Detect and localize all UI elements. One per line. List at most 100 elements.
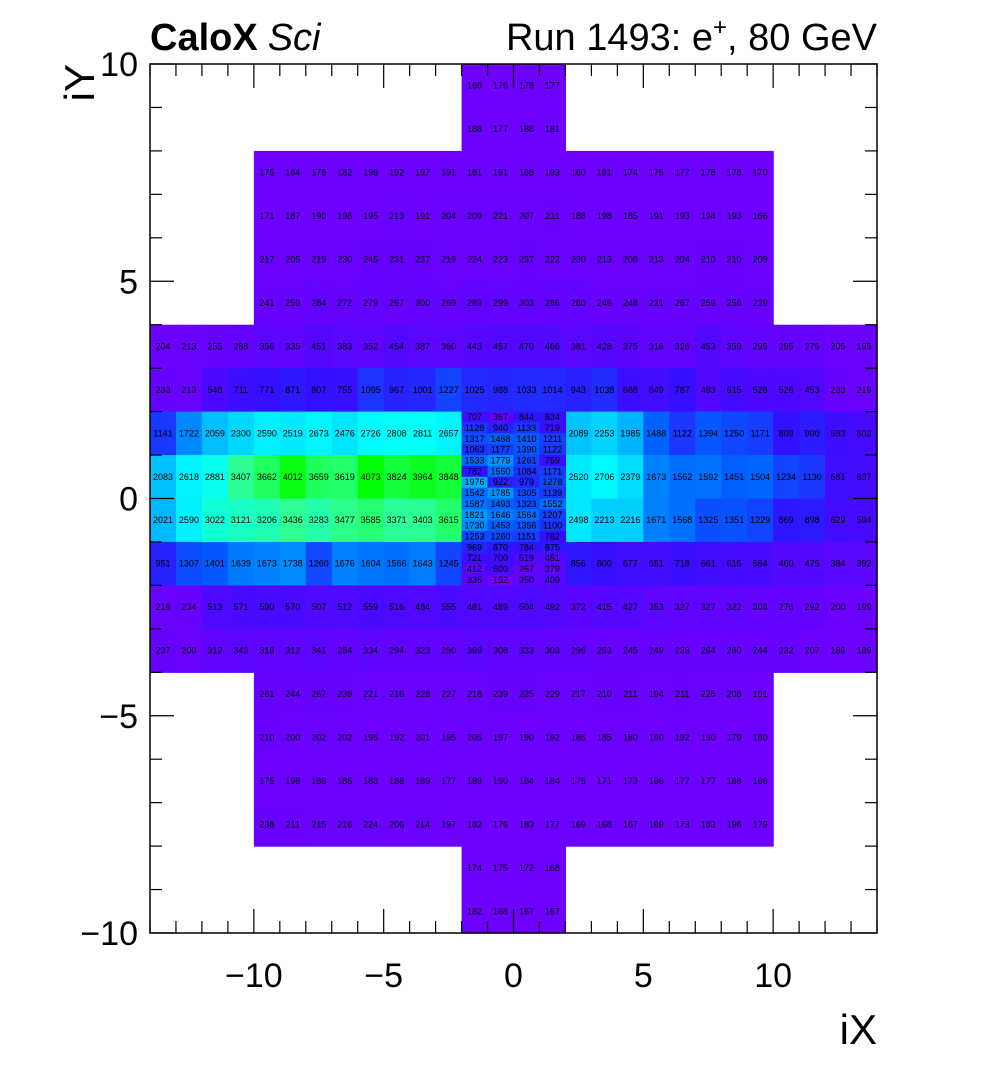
heatmap-cell <box>279 237 307 282</box>
heatmap-cell <box>591 324 618 369</box>
heatmap-cell <box>461 552 489 565</box>
cell-value-label: 1100 <box>543 521 562 531</box>
cell-value-label: 186 <box>337 776 352 786</box>
cell-value-label: 2379 <box>620 472 640 482</box>
heatmap-cell <box>461 444 489 456</box>
heatmap-cell <box>461 715 489 760</box>
cell-value-label: 323 <box>415 646 430 656</box>
cell-value-label: 1552 <box>542 499 562 509</box>
heatmap-cell <box>357 628 385 673</box>
cell-value-label: 600 <box>493 564 508 574</box>
cell-value-label: 900 <box>805 428 820 438</box>
heatmap-cell <box>305 237 333 282</box>
heatmap-cell <box>253 541 281 586</box>
heatmap-cell <box>305 498 333 543</box>
cell-value-label: 168 <box>493 906 508 916</box>
heatmap-cell <box>409 715 437 760</box>
cell-value-label: 191 <box>441 168 456 178</box>
heatmap-cell <box>643 672 670 717</box>
cell-value-label: 1356 <box>516 521 536 531</box>
cell-value-label: 1253 <box>465 532 485 542</box>
cell-value-label: 809 <box>779 428 794 438</box>
run-info-label: Run 1493: e+, 80 GeV <box>506 14 878 59</box>
heatmap-cell <box>383 585 411 630</box>
heatmap-cell <box>539 889 567 934</box>
heatmap-cell <box>383 194 411 239</box>
cell-value-label: 183 <box>701 819 716 829</box>
cell-value-label: 222 <box>545 255 560 265</box>
heatmap-cell <box>305 194 333 239</box>
cell-value-label: 237 <box>415 255 430 265</box>
cell-value-label: 782 <box>545 532 560 542</box>
heatmap-cell <box>539 368 567 413</box>
cell-value-label: 1568 <box>672 515 692 525</box>
heatmap-cell <box>695 194 722 239</box>
heatmap-cell <box>695 455 722 500</box>
heatmap-cell <box>331 237 359 282</box>
cell-value-label: 219 <box>857 385 872 395</box>
cell-value-label: 516 <box>389 602 404 612</box>
heatmap-cell <box>747 585 774 630</box>
cell-value-label: 186 <box>831 646 846 656</box>
cell-value-label: 175 <box>259 776 274 786</box>
heatmap-cell <box>799 411 826 456</box>
cell-value-label: 209 <box>753 255 768 265</box>
cell-value-label: 303 <box>519 298 534 308</box>
cell-value-label: 197 <box>415 168 430 178</box>
cell-value-label: 189 <box>415 776 430 786</box>
cell-value-label: 207 <box>805 646 820 656</box>
cell-value-label: 174 <box>467 863 482 873</box>
cell-value-label: 272 <box>337 298 352 308</box>
heatmap-cell <box>799 498 826 543</box>
cell-value-label: 2881 <box>205 472 225 482</box>
heatmap-cell <box>409 541 437 586</box>
heatmap-cell <box>747 715 774 760</box>
heatmap-cell <box>695 759 722 804</box>
heatmap-cell <box>669 759 696 804</box>
heatmap-cell <box>721 150 748 195</box>
heatmap-cell <box>721 759 748 804</box>
cell-value-label: 190 <box>519 732 534 742</box>
heatmap-cell <box>565 759 592 804</box>
heatmap-cell <box>435 715 463 760</box>
cell-value-label: 190 <box>701 732 716 742</box>
heatmap-cell <box>617 194 644 239</box>
heatmap-cell <box>617 411 644 456</box>
heatmap-cell <box>461 563 489 576</box>
cell-value-label: 166 <box>753 776 768 786</box>
cell-value-label: 327 <box>675 602 690 612</box>
heatmap-cell <box>539 498 567 510</box>
heatmap-cell <box>461 237 489 282</box>
cell-value-label: 237 <box>519 255 534 265</box>
heatmap-cell <box>305 281 333 326</box>
cell-value-label: 484 <box>415 602 430 612</box>
heatmap-cell <box>851 455 878 500</box>
cell-value-label: 1550 <box>491 466 511 476</box>
cell-value-label: 255 <box>207 341 222 351</box>
cell-value-label: 1014 <box>542 385 562 395</box>
heatmap-cell <box>773 455 800 500</box>
cell-value-label: 2083 <box>153 472 173 482</box>
cell-value-label: 193 <box>675 211 690 221</box>
cell-value-label: 1493 <box>491 499 511 509</box>
heatmap-cell <box>461 531 489 543</box>
cell-value-label: 229 <box>545 689 560 699</box>
heatmap-cell <box>487 107 515 152</box>
cell-value-label: 700 <box>493 553 508 563</box>
heatmap-cell <box>461 487 489 500</box>
cell-value-label: 257 <box>519 564 534 574</box>
x-tick-label: 0 <box>504 957 523 995</box>
cell-value-label: 295 <box>779 341 794 351</box>
cell-value-label: 205 <box>467 732 482 742</box>
heatmap-cell <box>695 715 722 760</box>
heatmap-cell <box>461 672 489 717</box>
heatmap-cell <box>851 628 878 673</box>
cell-value-label: 615 <box>727 559 742 569</box>
cell-value-label: 245 <box>623 646 638 656</box>
cell-value-label: 239 <box>337 689 352 699</box>
cell-value-label: 292 <box>805 602 820 612</box>
heatmap-cell <box>695 802 722 847</box>
cell-value-label: 333 <box>519 646 534 656</box>
heatmap-cell <box>721 194 748 239</box>
heatmap-cell <box>487 846 515 891</box>
